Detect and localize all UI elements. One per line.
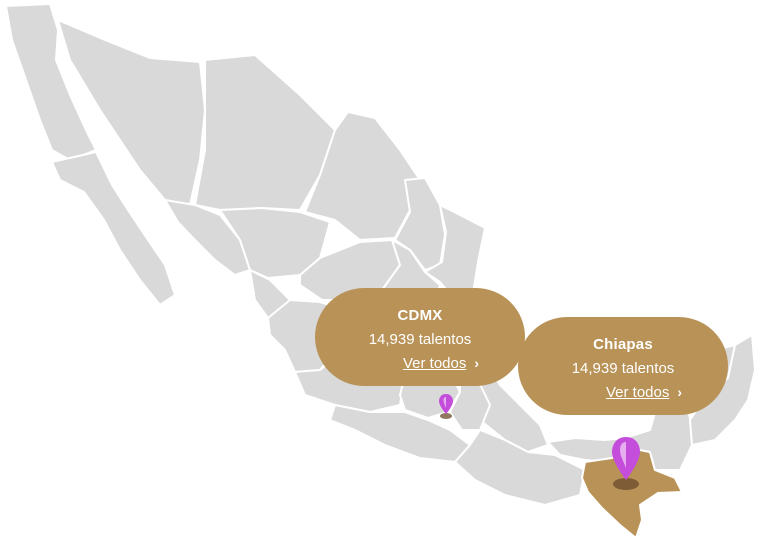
callout-cdmx: CDMX 14,939 talentos Ver todos › bbox=[315, 288, 525, 386]
ver-todos-link-cdmx[interactable]: Ver todos › bbox=[361, 353, 479, 374]
chevron-right-icon: › bbox=[677, 384, 683, 400]
callout-talent-count: 14,939 talentos bbox=[368, 331, 472, 348]
callout-region-name: Chiapas bbox=[593, 336, 653, 353]
state-oaxaca[interactable] bbox=[454, 429, 586, 506]
callout-chiapas: Chiapas 14,939 talentos Ver todos › bbox=[518, 317, 728, 415]
state-baja-california-sur[interactable] bbox=[51, 151, 176, 306]
ver-todos-label: Ver todos bbox=[402, 355, 467, 372]
ver-todos-label: Ver todos bbox=[605, 384, 670, 401]
callout-talent-count: 14,939 talentos bbox=[571, 360, 675, 377]
callout-region-name: CDMX bbox=[397, 307, 443, 324]
ver-todos-link-chiapas[interactable]: Ver todos › bbox=[564, 382, 682, 403]
state-baja-california[interactable] bbox=[5, 3, 97, 161]
location-pin-icon[interactable] bbox=[606, 434, 648, 492]
state-sinaloa[interactable] bbox=[164, 199, 251, 276]
chevron-right-icon: › bbox=[474, 355, 480, 371]
state-chihuahua[interactable] bbox=[194, 54, 336, 211]
location-pin-icon[interactable] bbox=[436, 392, 456, 420]
